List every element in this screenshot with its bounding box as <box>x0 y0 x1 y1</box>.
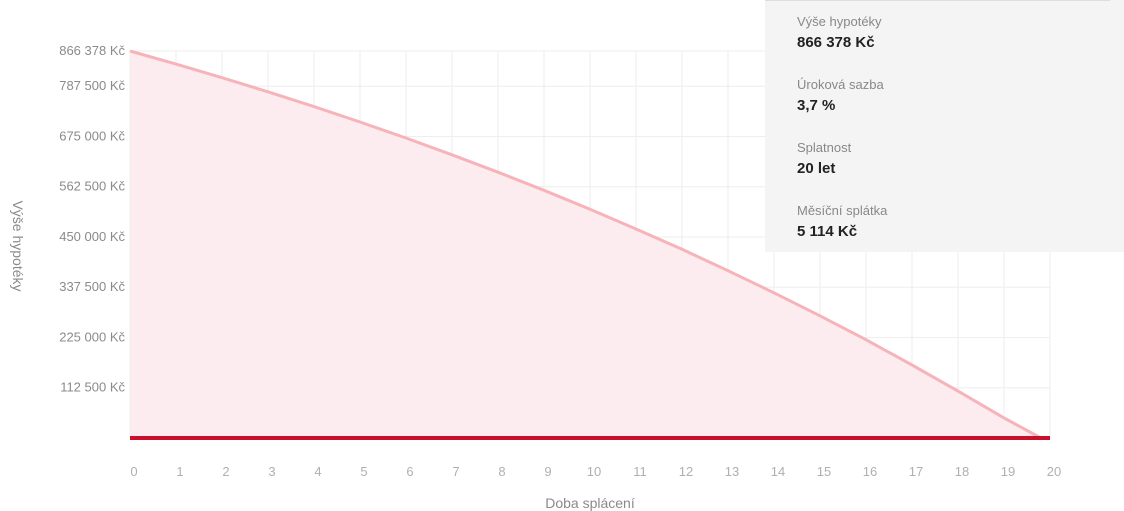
x-axis-label: Doba splácení <box>545 495 635 511</box>
x-tick-label: 8 <box>498 464 505 479</box>
x-tick-label: 0 <box>130 464 137 479</box>
x-tick-label: 18 <box>955 464 969 479</box>
x-tick-label: 11 <box>633 464 647 479</box>
balance-area <box>130 51 1041 438</box>
x-tick-label: 20 <box>1047 464 1061 479</box>
x-tick-label: 7 <box>452 464 459 479</box>
info-value: 20 let <box>797 160 836 177</box>
y-axis-label: Výše hypotéky <box>10 200 26 291</box>
x-tick-label: 2 <box>222 464 229 479</box>
x-tick-label: 5 <box>360 464 367 479</box>
info-item-amount: Výše hypotéky 866 378 Kč <box>797 14 882 53</box>
info-label: Úroková sazba <box>797 77 884 92</box>
info-item-payment: Měsíční splátka 5 114 Kč <box>797 203 887 242</box>
info-value: 3,7 % <box>797 97 836 114</box>
x-tick-label: 17 <box>909 464 923 479</box>
y-tick-label: 112 500 Kč <box>60 380 125 395</box>
info-item-term: Splatnost 20 let <box>797 140 851 179</box>
y-tick-label: 225 000 Kč <box>59 329 125 344</box>
info-label: Splatnost <box>797 140 852 155</box>
x-tick-label: 3 <box>268 464 275 479</box>
x-tick-label: 13 <box>725 464 739 479</box>
y-tick-label: 787 500 Kč <box>59 78 125 93</box>
y-tick-label: 562 500 Kč <box>59 179 125 194</box>
y-tick-label: 450 000 Kč <box>59 229 125 244</box>
x-axis-ticks: 0 1 2 3 4 5 6 7 8 9 10 11 12 13 14 15 16 17 18 19 20 <box>130 464 1061 479</box>
y-tick-label: 675 000 Kč <box>59 128 125 143</box>
x-tick-label: 19 <box>1001 464 1015 479</box>
info-item-rate: Úroková sazba 3,7 % <box>797 77 884 116</box>
balance-line <box>129 49 1042 440</box>
y-tick-label: 337 500 Kč <box>59 279 125 294</box>
info-value: 866 378 Kč <box>797 34 875 51</box>
x-tick-label: 12 <box>679 464 693 479</box>
info-label: Výše hypotéky <box>797 14 882 29</box>
x-tick-label: 1 <box>176 464 183 479</box>
y-tick-label: 866 378 Kč <box>59 43 125 58</box>
x-tick-label: 9 <box>544 464 551 479</box>
x-tick-label: 10 <box>587 464 601 479</box>
info-label: Měsíční splátka <box>797 203 888 218</box>
x-tick-label: 16 <box>863 464 877 479</box>
x-tick-label: 4 <box>314 464 321 479</box>
x-tick-label: 14 <box>771 464 785 479</box>
y-axis-ticks: 866 378 Kč 787 500 Kč 675 000 Kč 562 500 Kč… <box>59 43 125 395</box>
x-tick-label: 6 <box>406 464 413 479</box>
mortgage-info-panel: Výše hypotéky 866 378 Kč Úroková sazba 3… <box>765 0 1124 252</box>
info-value: 5 114 Kč <box>797 223 858 240</box>
x-tick-label: 15 <box>817 464 831 479</box>
